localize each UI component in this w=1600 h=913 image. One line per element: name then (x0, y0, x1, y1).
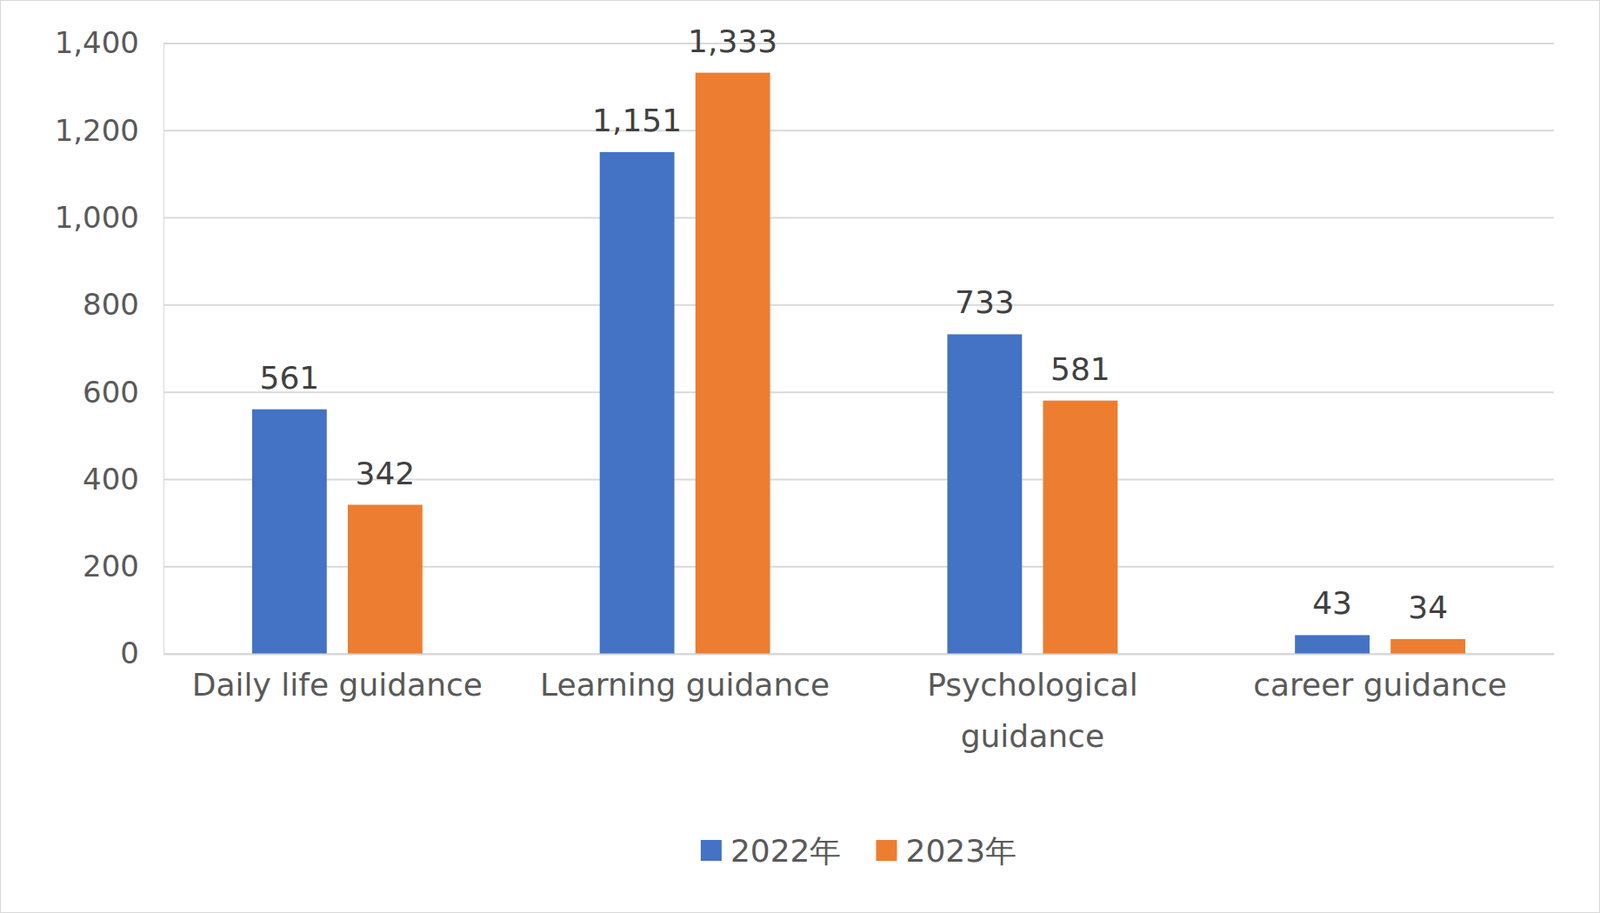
bar-series (252, 152, 1370, 654)
data-label: 733 (954, 284, 1015, 320)
legend-label: 2022年 (730, 833, 842, 869)
y-axis: 0 200 400 600 800 1,000 1,200 1,400 (54, 25, 165, 671)
y-tick-label: 800 (82, 286, 140, 322)
x-tick: Daily life guidance (192, 653, 483, 703)
x-axis: Daily life guidance Learning guidance Psyc… (164, 653, 1555, 754)
y-tick-label: 1,000 (54, 200, 140, 235)
legend: 2022年 2023年 (700, 833, 1017, 869)
y-tick: 1,200 (54, 113, 164, 148)
legend-item: 2023年 (876, 833, 1018, 869)
grid-line (163, 391, 1554, 394)
bar (600, 152, 675, 654)
grid-line (163, 304, 1554, 307)
y-tick: 0 (120, 635, 164, 671)
grid-line (163, 129, 1554, 132)
legend-swatch (876, 840, 898, 861)
bar (1390, 639, 1466, 654)
bar (1042, 400, 1118, 654)
x-tick: Learning guidance (540, 653, 830, 703)
x-tick-label: career guidance (1253, 666, 1507, 703)
bar (695, 73, 771, 654)
x-tick: Psychologicalguidance (926, 653, 1139, 754)
data-label: 34 (1407, 589, 1448, 626)
y-tick-label: 1,400 (54, 25, 140, 60)
legend-swatch (700, 840, 722, 861)
chart-frame (0, 0, 1600, 913)
data-label: 342 (355, 455, 416, 492)
y-tick-label: 0 (120, 635, 140, 671)
y-tick-label: 600 (82, 374, 140, 410)
chart: 0 200 400 600 800 1,000 1,200 1,400 Daily life g… (0, 0, 1600, 913)
data-labels: 561 1,151 733 43 342 1,333 581 34 (259, 23, 1448, 626)
bar (946, 333, 1022, 654)
x-tick-label: Learning guidance (540, 666, 830, 703)
legend-label: 2023年 (906, 833, 1018, 869)
x-axis-line (164, 653, 1555, 656)
y-tick: 1,000 (54, 200, 164, 235)
legend-item: 2022年 (700, 833, 842, 869)
y-tick: 1,400 (54, 25, 164, 60)
data-label: 1,333 (687, 23, 778, 60)
x-tick-label: Psychologicalguidance (926, 666, 1139, 754)
y-tick: 200 (82, 548, 164, 584)
y-tick-label: 400 (82, 461, 140, 497)
y-tick: 400 (82, 461, 164, 497)
data-label: 1,151 (592, 102, 682, 139)
y-tick-label: 1,200 (54, 113, 140, 148)
grid-line (163, 42, 1554, 45)
data-label: 43 (1312, 585, 1353, 621)
y-axis-line (163, 44, 165, 655)
grid-line (163, 217, 1554, 220)
y-tick: 600 (82, 374, 164, 410)
grid (163, 43, 1554, 654)
bars (252, 73, 1466, 654)
bar (252, 409, 327, 654)
y-tick: 800 (82, 286, 164, 322)
bar (347, 505, 423, 654)
x-tick: career guidance (1253, 653, 1507, 703)
plot: 0 200 400 600 800 1,000 1,200 1,400 Daily life g… (54, 23, 1555, 754)
y-tick-label: 200 (82, 548, 140, 584)
x-tick-label: Daily life guidance (192, 666, 483, 703)
bar (1294, 634, 1370, 654)
data-label: 561 (259, 360, 320, 396)
data-label: 581 (1050, 351, 1111, 387)
bar-series (347, 73, 1466, 654)
